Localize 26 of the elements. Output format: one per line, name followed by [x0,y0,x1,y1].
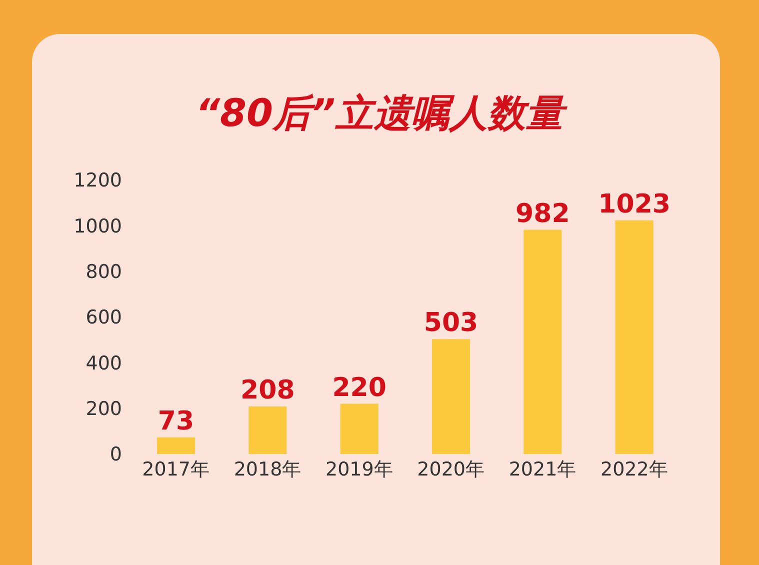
x-tick-label: 2019年 [325,458,393,480]
bar [524,230,562,454]
data-label: 503 [424,308,478,338]
data-label: 208 [240,376,295,406]
y-tick-label: 600 [86,306,122,329]
x-tick-label: 2017年 [142,458,210,480]
chart-title: “80后”立遗嘱人数量 [194,90,568,137]
y-tick-label: 400 [86,352,122,374]
y-tick-label: 0 [110,444,122,466]
x-tick-label: 2022年 [600,458,668,480]
bar [248,406,287,454]
bar [432,339,470,454]
bar [340,404,378,454]
x-tick-label: 2021年 [508,458,576,480]
y-tick-label: 200 [86,398,122,420]
data-label: 220 [332,372,386,403]
data-label: 1023 [598,189,671,220]
y-tick-label: 1200 [74,170,122,192]
y-tick-label: 800 [86,261,122,284]
data-label: 73 [158,406,194,436]
y-tick-label: 1000 [74,215,122,238]
x-tick-label: 2020年 [417,458,485,480]
x-tick-label: 2018年 [234,458,302,480]
data-label: 982 [516,198,570,229]
bar [157,437,195,454]
bar [615,220,654,454]
